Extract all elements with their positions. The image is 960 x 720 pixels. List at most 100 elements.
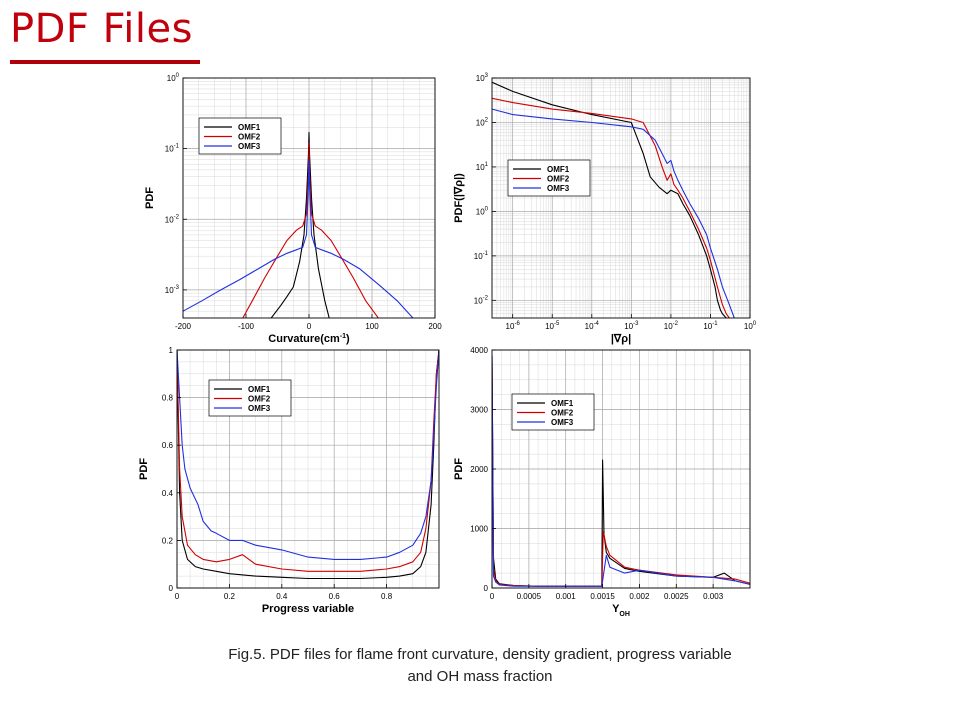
y-tick-exponent: 3 xyxy=(485,73,489,79)
legend-label-omf2: OMF2 xyxy=(551,409,574,418)
chart-density-gradient: 10-6 10-5 10-4 10-3 10-2 10-1 10010-210-110010… xyxy=(453,73,757,345)
y-tick-label: 10-1 xyxy=(165,144,180,154)
x-tick-label: 0.4 xyxy=(276,592,288,601)
series-group xyxy=(177,350,439,580)
y-tick-label: 10-1 xyxy=(474,251,489,261)
y-tick-exponent: -1 xyxy=(174,144,180,150)
caption-line-1: Fig.5. PDF files for flame front curvatu… xyxy=(228,646,732,663)
series-group xyxy=(183,131,414,318)
x-tick-label: 0 xyxy=(175,592,180,601)
x-tick-exponent: -6 xyxy=(514,321,520,327)
x-tick-label: 0.001 xyxy=(556,592,577,601)
x-tick-label: 10-1 xyxy=(703,321,718,331)
legend-label-omf3: OMF3 xyxy=(547,184,570,193)
x-axis-title: |∇ρ| xyxy=(611,333,631,345)
plot-frame xyxy=(491,77,751,319)
legend-label-omf2: OMF2 xyxy=(238,133,261,142)
legend-label-omf1: OMF1 xyxy=(551,399,574,408)
series-line-omf1 xyxy=(177,350,439,580)
y-tick-label: 3000 xyxy=(470,406,488,415)
x-tick-exponent: -3 xyxy=(633,321,639,327)
legend-label-omf1: OMF1 xyxy=(238,123,261,132)
x-tick-label: 0.2 xyxy=(224,592,236,601)
x-tick-label: 100 xyxy=(744,321,757,331)
y-tick-label: 103 xyxy=(476,73,489,83)
y-tick-label: 100 xyxy=(476,206,489,216)
legend-label-omf3: OMF3 xyxy=(248,404,271,413)
gridlines xyxy=(491,77,751,319)
caption-line-2: and OH mass fraction xyxy=(407,668,553,685)
legend-label-omf1: OMF1 xyxy=(547,165,570,174)
y-tick-label: 0.2 xyxy=(162,536,174,545)
y-tick-exponent: -2 xyxy=(174,214,180,220)
series-line-omf2 xyxy=(177,350,439,572)
series-line-omf3 xyxy=(492,108,735,318)
x-axis-title-sub: OH xyxy=(619,611,630,618)
x-tick-label: 0.8 xyxy=(381,592,393,601)
series-line-omf2 xyxy=(492,97,730,318)
y-tick-label: 100 xyxy=(167,73,180,83)
x-axis-title: Curvature(cm-1) xyxy=(268,333,350,345)
series-group xyxy=(492,81,735,318)
y-tick-label: 101 xyxy=(476,162,489,172)
y-axis-title: PDF(|∇ρ|) xyxy=(453,173,465,223)
y-tick-label: 1000 xyxy=(470,525,488,534)
y-tick-label: 2000 xyxy=(470,465,488,474)
series-line-omf1 xyxy=(492,81,727,318)
y-axis-title: PDF xyxy=(138,458,150,480)
y-axis-title: PDF xyxy=(144,187,156,209)
y-tick-label: 10-2 xyxy=(165,214,180,224)
series-group xyxy=(492,355,750,587)
y-tick-exponent: -2 xyxy=(483,295,489,301)
figure-caption: Fig.5. PDF files for flame front curvatu… xyxy=(140,644,820,688)
x-tick-label: 0 xyxy=(307,322,312,331)
y-tick-label: 102 xyxy=(476,117,489,127)
x-tick-exponent: -4 xyxy=(594,321,600,327)
chart-progress-variable: 0 0.2 0.4 0.6 0.8 0 0.2 0.4 0.6 0.8 1 Progress vari… xyxy=(138,346,440,615)
y-tick-label: 0.8 xyxy=(162,394,174,403)
y-tick-exponent: -1 xyxy=(483,251,489,257)
x-tick-label: 10-6 xyxy=(506,321,521,331)
y-tick-label: 10-2 xyxy=(474,295,489,305)
slide-title: PDF Files xyxy=(10,6,193,52)
x-tick-exponent: -5 xyxy=(554,321,560,327)
x-tick-label: -200 xyxy=(175,322,192,331)
chart-curvature: -200 -100 0 100 20010-310-210-1100Curvature(… xyxy=(144,73,442,345)
x-tick-label: 0.6 xyxy=(329,592,341,601)
x-tick-exponent: -2 xyxy=(673,321,679,327)
y-tick-label: 0.6 xyxy=(162,441,174,450)
y-tick-label: 0 xyxy=(169,584,174,593)
x-tick-label: 0.003 xyxy=(703,592,724,601)
y-axis-title: PDF xyxy=(453,458,465,480)
x-tick-label: 0.0025 xyxy=(664,592,689,601)
y-tick-exponent: 2 xyxy=(485,117,489,123)
x-tick-label: 0.002 xyxy=(629,592,650,601)
series-line-omf3 xyxy=(177,350,439,560)
y-tick-label: 0 xyxy=(484,584,489,593)
x-tick-label: 10-5 xyxy=(545,321,560,331)
series-line-omf3 xyxy=(492,355,750,587)
legend-label-omf3: OMF3 xyxy=(551,418,574,427)
y-tick-label: 1 xyxy=(169,346,174,355)
x-tick-label: 10-4 xyxy=(585,321,600,331)
series-line-omf3 xyxy=(183,159,414,318)
x-axis-title: YOH xyxy=(612,603,630,618)
y-tick-label: 4000 xyxy=(470,346,488,355)
x-tick-exponent: 0 xyxy=(753,321,757,327)
y-tick-exponent: -3 xyxy=(174,285,180,291)
y-tick-exponent: 0 xyxy=(176,73,180,79)
plot-frame xyxy=(176,349,440,589)
chart-oh-mass-fraction: 0 0.0005 0.001 0.0015 0.002 0.0025 0.003 0 1000 2… xyxy=(453,346,751,618)
y-tick-exponent: 0 xyxy=(485,206,489,212)
x-tick-label: 0 xyxy=(490,592,495,601)
legend-label-omf3: OMF3 xyxy=(238,142,261,151)
x-axis-title-sup: -1 xyxy=(340,333,346,340)
y-tick-label: 10-3 xyxy=(165,285,180,295)
x-tick-label: 0.0015 xyxy=(590,592,615,601)
series-line-omf2 xyxy=(492,355,750,587)
x-tick-label: 100 xyxy=(365,322,379,331)
